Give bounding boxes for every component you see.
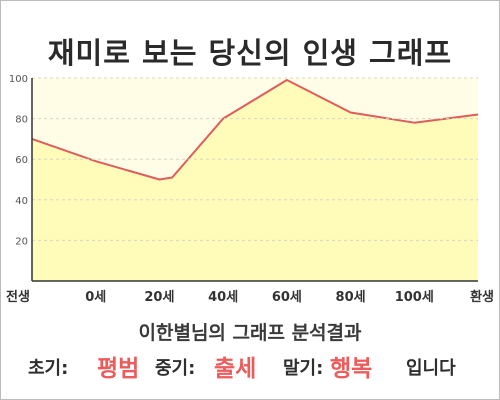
axes xyxy=(31,78,478,282)
result-ending: 입니다 xyxy=(406,358,456,379)
x-tick-label-6: 100세 xyxy=(395,290,434,305)
y-tick-label-40: 40 xyxy=(15,196,28,207)
x-tick-label-5: 80세 xyxy=(336,290,366,305)
grid-lines xyxy=(32,77,478,241)
y-tick-label-100: 100 xyxy=(9,74,28,85)
late-label: 말기: xyxy=(283,358,324,379)
early-value: 평범 xyxy=(97,356,140,382)
life-area xyxy=(32,80,478,281)
y-tick-labels: 20 40 60 80 100 xyxy=(9,74,28,247)
result-subtitle: 이한별님의 그래프 분석결과 xyxy=(138,322,362,344)
x-tick-labels: 전생 0세 20세 40세 60세 80세 100세 환생 xyxy=(6,289,494,305)
x-tick-label-2: 20세 xyxy=(144,290,174,305)
x-tick-label-3: 40세 xyxy=(208,290,238,305)
x-tick-label-7: 환생 xyxy=(470,289,494,305)
late-value: 행복 xyxy=(330,356,373,382)
middle-label: 중기: xyxy=(155,358,196,379)
x-tick-label-1: 0세 xyxy=(85,290,106,305)
y-tick-label-80: 80 xyxy=(15,115,28,126)
early-label: 초기: xyxy=(28,358,69,379)
x-tick-label-0: 전생 xyxy=(6,289,30,305)
result-summary: 초기: 평범 중기: 출세 말기: 행복 입니다 xyxy=(0,346,500,382)
page-title: 재미로 보는 당신의 인생 그래프 xyxy=(47,36,453,70)
y-tick-label-60: 60 xyxy=(15,155,28,166)
x-tick-label-4: 60세 xyxy=(272,290,302,305)
y-tick-label-20: 20 xyxy=(15,236,28,247)
middle-value: 출세 xyxy=(214,356,257,382)
